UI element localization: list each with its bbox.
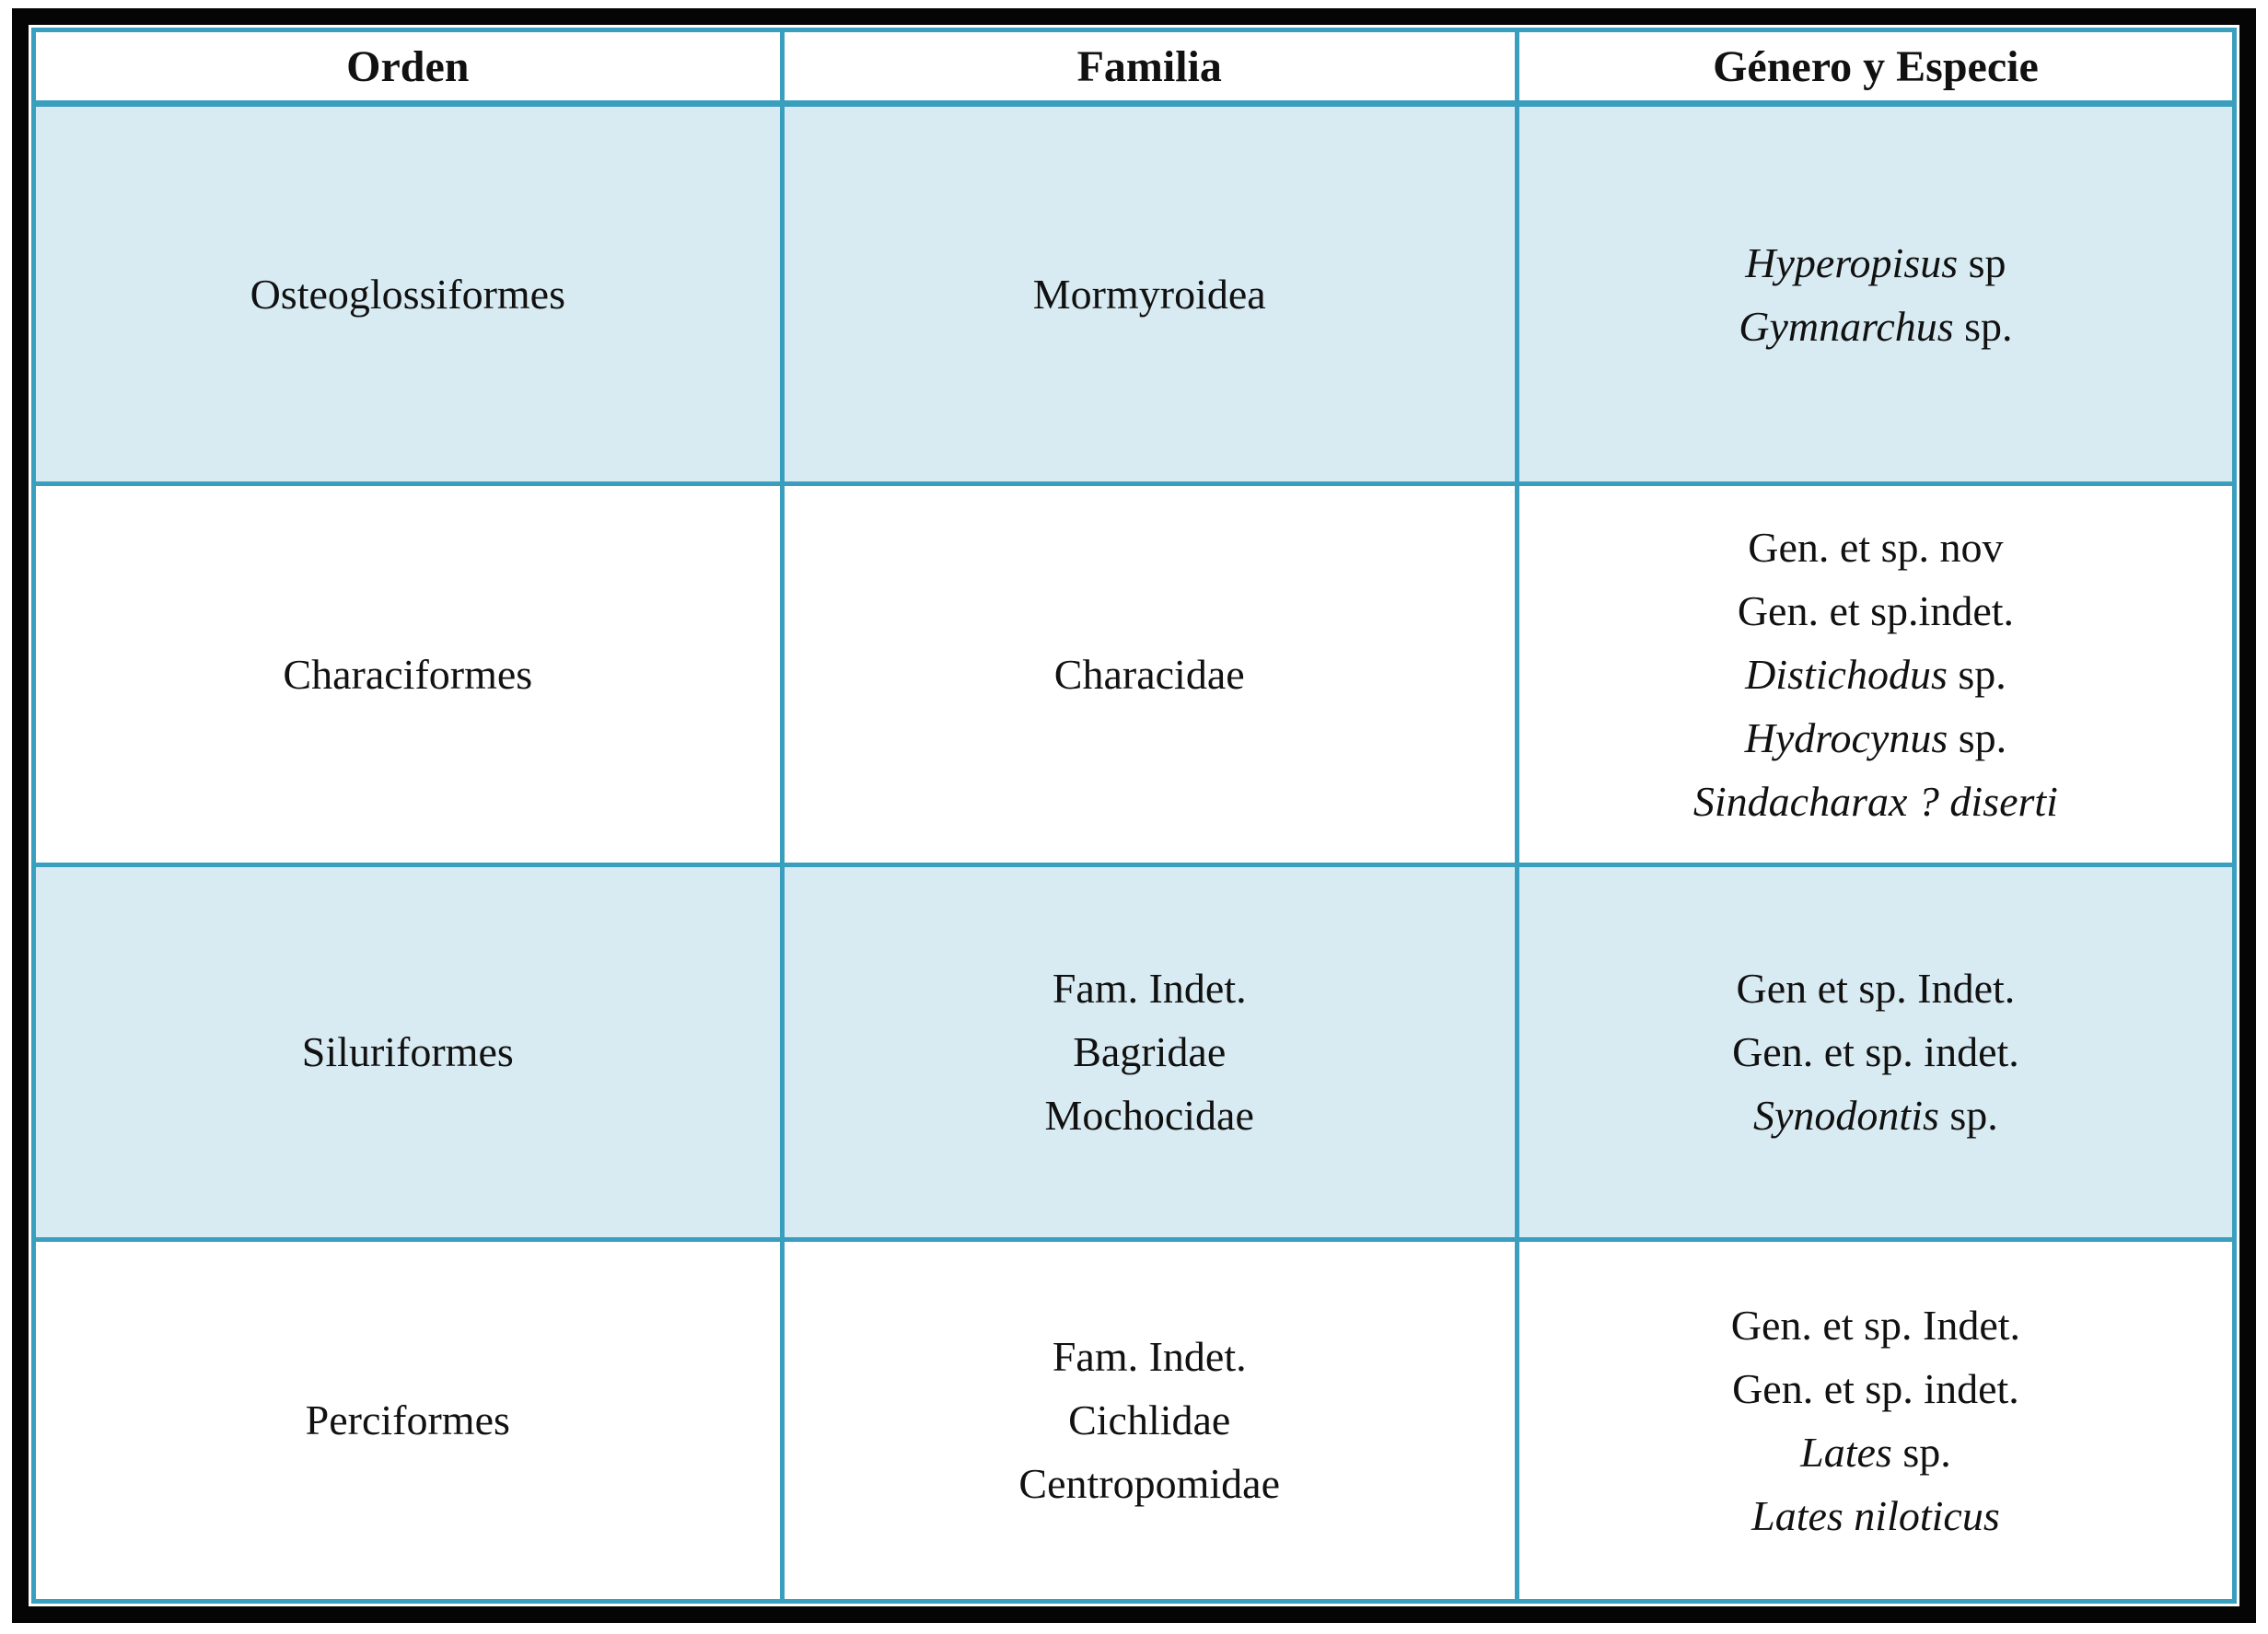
orden-cell: Osteoglossiformes bbox=[31, 100, 785, 487]
familia-line: Fam. Indet. bbox=[1052, 1333, 1247, 1381]
familia-cell: Mormyroidea bbox=[779, 100, 1519, 487]
header-orden: Orden bbox=[31, 28, 785, 107]
especie-line: Lates sp. bbox=[1800, 1428, 1951, 1476]
especie-line: Distichodus sp. bbox=[1745, 650, 2006, 698]
orden-cell: Siluriformes bbox=[31, 862, 785, 1242]
familia-cell: Characidae bbox=[779, 481, 1519, 867]
especie-line: Gen. et sp. nov bbox=[1748, 523, 2004, 571]
familia-line: Fam. Indet. bbox=[1052, 965, 1247, 1013]
especie-line: Gen. et sp. Indet. bbox=[1730, 1301, 2021, 1349]
especie-cell: Gen. et sp. Indet. Gen. et sp. indet. Late… bbox=[1514, 1236, 2238, 1605]
especie-line: Synodontis sp. bbox=[1753, 1092, 1998, 1140]
header-familia: Familia bbox=[779, 28, 1519, 107]
especie-line: Gen. et sp.indet. bbox=[1737, 586, 2015, 634]
taxonomy-table: Orden Familia Género y Especie Osteoglos… bbox=[31, 28, 2238, 1605]
especie-line: Sindacharax ? diserti bbox=[1692, 777, 2058, 825]
especie-line: Lates niloticus bbox=[1751, 1491, 2000, 1539]
familia-line: Cichlidae bbox=[1068, 1396, 1231, 1444]
table-row: Perciformes Fam. Indet. Cichlidae Centropo… bbox=[31, 1236, 2238, 1605]
especie-cell: Gen. et sp. nov Gen. et sp.indet. Disticho… bbox=[1514, 481, 2238, 867]
familia-cell: Fam. Indet. Bagridae Mochocidae bbox=[779, 862, 1519, 1242]
orden-cell: Perciformes bbox=[31, 1236, 785, 1605]
familia-cell: Fam. Indet. Cichlidae Centropomidae bbox=[779, 1236, 1519, 1605]
table-row: Osteoglossiformes Mormyroidea Hyperopisu… bbox=[31, 100, 2238, 487]
especie-cell: Gen et sp. Indet. Gen. et sp. indet. Synod… bbox=[1514, 862, 2238, 1242]
familia-line: Characidae bbox=[1053, 650, 1245, 698]
familia-line: Mormyroidea bbox=[1032, 271, 1266, 319]
familia-line: Mochocidae bbox=[1044, 1092, 1254, 1140]
especie-line: Gen. et sp. indet. bbox=[1732, 1364, 2019, 1412]
especie-line: Gymnarchus sp. bbox=[1739, 302, 2013, 350]
especie-cell: Hyperopisus sp Gymnarchus sp. bbox=[1514, 100, 2238, 487]
table-frame: Orden Familia Género y Especie Osteoglos… bbox=[12, 8, 2256, 1623]
especie-line: Gen. et sp. indet. bbox=[1732, 1028, 2019, 1076]
table-header: Orden Familia Género y Especie bbox=[31, 28, 2238, 107]
header-genero-especie: Género y Especie bbox=[1514, 28, 2238, 107]
table-body: Osteoglossiformes Mormyroidea Hyperopisu… bbox=[31, 100, 2238, 1605]
especie-line: Hyperopisus sp bbox=[1745, 238, 2006, 286]
table-row: Siluriformes Fam. Indet. Bagridae Mochocid… bbox=[31, 862, 2238, 1242]
especie-line: Hydrocynus sp. bbox=[1744, 713, 2007, 761]
familia-line: Centropomidae bbox=[1018, 1460, 1281, 1508]
familia-line: Bagridae bbox=[1073, 1028, 1227, 1076]
especie-line: Gen et sp. Indet. bbox=[1736, 965, 2016, 1013]
header-row: Orden Familia Género y Especie bbox=[31, 28, 2238, 107]
table-row: Characiformes Characidae Gen. et sp. nov… bbox=[31, 481, 2238, 867]
orden-cell: Characiformes bbox=[31, 481, 785, 867]
